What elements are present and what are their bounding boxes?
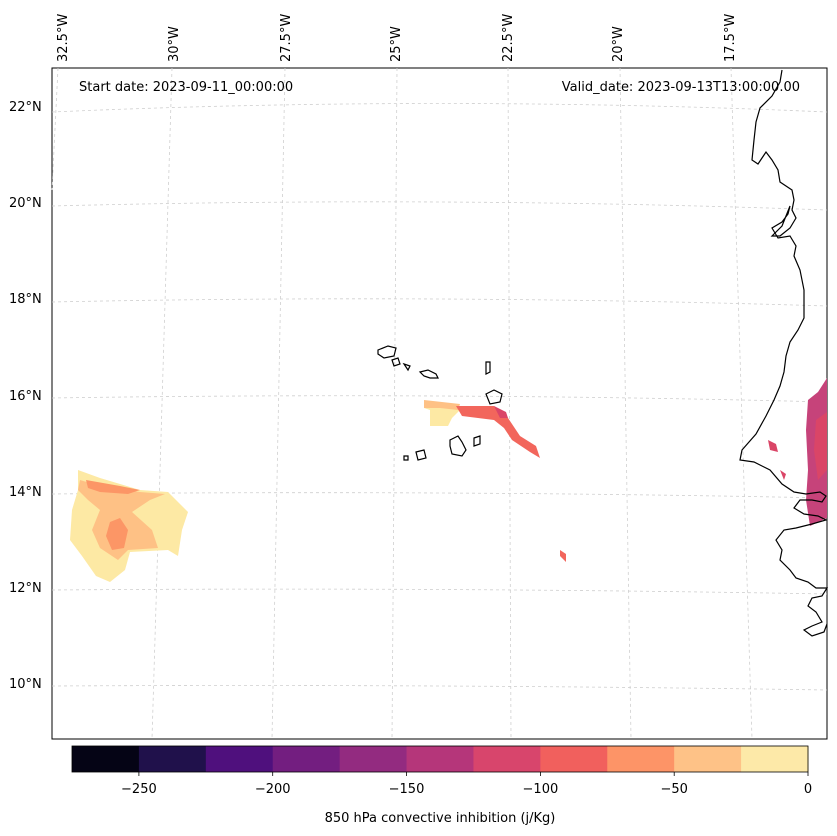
lat-label-22n: 22°N: [9, 100, 42, 115]
lon-label-27-5w: 27.5°W: [279, 14, 294, 62]
gridline-22n: [51, 103, 828, 113]
lon-label-22-5w: 22.5°W: [501, 14, 516, 62]
gridline-16n: [51, 395, 828, 403]
gridline-20n: [51, 201, 828, 211]
cin-patch-orange-west: [106, 518, 128, 550]
colorbar-cell: [205, 746, 274, 772]
cin-patch-magenta-small-2: [780, 470, 786, 480]
latitude-labels: 22°N 20°N 18°N 16°N 14°N 12°N 10°N: [9, 100, 42, 692]
gridline-22-5w: [507, 67, 512, 740]
lon-label-30w: 30°W: [167, 26, 182, 62]
colorbar-cell: [339, 746, 408, 772]
colorbar: −250 −200 −150 −100 −50 0 850 hPa convec…: [71, 745, 812, 826]
colorbar-cell: [473, 746, 541, 772]
cin-patch-light-orange-west: [78, 480, 165, 560]
colorbar-label: 850 hPa convective inhibition (j/Kg): [325, 811, 556, 826]
colorbar-cell: [607, 746, 675, 772]
cape-verde-sao-vicente: [391, 357, 401, 367]
cin-patch-red-coast: [814, 412, 827, 480]
cin-field-africa-coast: [768, 378, 827, 526]
colorbar-cell: [406, 746, 475, 772]
cape-verde-fogo: [415, 449, 427, 461]
lat-label-20n: 20°N: [9, 196, 42, 211]
colorbar-tick-label: −100: [523, 782, 559, 797]
gridline-30w: [151, 67, 173, 740]
cin-patch-light-orange-cape-verde: [424, 400, 460, 410]
lon-label-17-5w: 17.5°W: [723, 14, 738, 62]
lat-label-12n: 12°N: [9, 581, 42, 596]
gridline-10n: [51, 685, 828, 691]
colorbar-cells: [72, 746, 809, 772]
colorbar-tick-label: −150: [389, 782, 425, 797]
cape-verde-boa-vista: [485, 389, 503, 405]
colorbar-cell: [674, 746, 742, 772]
colorbar-cell: [72, 746, 140, 772]
colorbar-tick-label: −200: [255, 782, 291, 797]
longitude-labels: 32.5°W 30°W 27.5°W 25°W 22.5°W 20°W 17.5…: [56, 14, 738, 62]
africa-coastline: [739, 69, 829, 637]
colorbar-tick-label: 0: [804, 782, 812, 797]
gridline-20w: [619, 67, 632, 740]
gridline-17-5w: [730, 67, 753, 740]
cape-verde-maio: [473, 435, 481, 447]
colorbar-cell: [138, 746, 207, 772]
cape-verde-santo-antao: [377, 345, 397, 359]
cape-verde-sao-nicolau: [418, 369, 439, 379]
lon-label-25w: 25°W: [389, 26, 404, 62]
gridline-18n: [51, 298, 828, 307]
coastlines: [377, 69, 829, 637]
lat-label-16n: 16°N: [9, 389, 42, 404]
cin-patch-red-small-south: [560, 550, 566, 562]
colorbar-tick-label: −50: [660, 782, 687, 797]
lat-label-14n: 14°N: [9, 485, 42, 500]
start-date-label: Start date: 2023-09-11_00:00:00: [79, 80, 293, 95]
cape-verde-santa-luzia: [402, 362, 411, 372]
gridline-27-5w: [271, 67, 286, 740]
cin-patch-magenta-cape-verde: [494, 406, 508, 418]
lon-label-32-5w: 32.5°W: [56, 14, 71, 62]
valid-date-label: Valid_date: 2023-09-13T13:00:00.00: [562, 80, 800, 95]
cin-patch-orange-band-west: [86, 480, 140, 494]
colorbar-ticks: [138, 772, 809, 776]
lon-label-20w: 20°W: [611, 26, 626, 62]
cape-verde-santiago: [449, 435, 467, 457]
cin-patch-magenta-small-1: [768, 440, 778, 452]
cin-patch-red-cape-verde: [456, 406, 540, 458]
gridline-12n: [51, 588, 828, 595]
colorbar-cell: [540, 746, 608, 772]
gridline-25w: [391, 67, 398, 740]
cin-field-west: [70, 470, 188, 582]
lat-label-10n: 10°N: [9, 677, 42, 692]
colorbar-outline: [71, 745, 809, 773]
colorbar-cell: [272, 746, 341, 772]
lat-label-18n: 18°N: [9, 292, 42, 307]
cape-verde-brava: [403, 455, 409, 461]
colorbar-tick-label: −250: [121, 782, 157, 797]
colorbar-cell: [741, 746, 809, 772]
cape-verde-sal: [485, 361, 491, 375]
gridline-32-5w: [51, 67, 59, 191]
cin-field-cape-verde: [424, 400, 566, 562]
